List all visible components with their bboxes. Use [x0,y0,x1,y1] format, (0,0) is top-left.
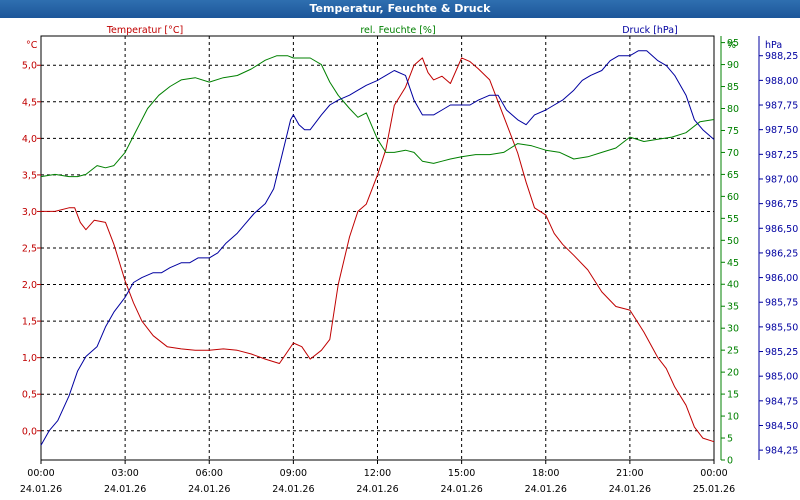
chart-title: Temperatur, Feuchte & Druck [0,0,800,18]
pressure-tick-label: 985,25 [765,347,798,358]
x-tick-date: 24.01.26 [440,484,482,495]
humidity-tick-label: 30 [727,324,739,335]
x-tick-date: 24.01.26 [272,484,314,495]
label-layer: 0,0 0,5 1,0 1,5 2,0 2,5 3,0 3,5 4,0 4,5 5,0 °C 0 5 10 1… [20,25,798,495]
x-tick-time: 18:00 [532,468,559,479]
x-tick-time: 00:00 [700,468,727,479]
x-tick-time: 06:00 [196,468,223,479]
pressure-tick-label: 986,75 [765,199,798,210]
temperature-series-label: Temperatur [°C] [106,25,183,36]
pressure-tick-label: 986,50 [765,224,798,235]
x-tick-time: 12:00 [364,468,391,479]
pressure-tick-label: 987,00 [765,174,798,185]
temp-tick-label: 4,5 [22,97,37,108]
pressure-series-label: Druck [hPa] [622,25,678,36]
humidity-tick-label: 75 [727,126,739,137]
pressure-tick-label: 985,50 [765,322,798,333]
humidity-tick-label: 45 [727,258,739,269]
pressure-tick-label: 984,50 [765,421,798,432]
pressure-tick-label: 986,25 [765,248,798,259]
humidity-tick-label: 10 [727,412,739,423]
temp-tick-label: 2,0 [22,280,37,291]
x-tick-date: 24.01.26 [609,484,651,495]
humidity-tick-label: 85 [727,82,739,93]
series-line-hum [40,55,715,178]
temp-tick-label: 3,0 [22,207,37,218]
humidity-tick-label: 60 [727,192,739,203]
humidity-tick-label: 15 [727,390,739,401]
x-tick-date: 25.01.26 [693,484,735,495]
temp-tick-label: 2,5 [22,244,37,255]
x-tick-date: 24.01.26 [356,484,398,495]
temp-tick-label: 0,5 [22,390,37,401]
series-layer [40,50,715,446]
series-line-temp [41,57,715,443]
humidity-series-label: rel. Feuchte [%] [360,25,435,36]
humidity-tick-label: 20 [727,368,739,379]
temp-tick-label: 0,0 [22,426,37,437]
temp-tick-label: 1,0 [22,353,37,364]
humidity-tick-label: 0 [727,456,733,467]
temp-tick-label: 1,5 [22,317,37,328]
x-tick-date: 24.01.26 [20,484,62,495]
pressure-tick-label: 988,25 [765,51,798,62]
pressure-axis-unit: hPa [765,40,782,51]
x-tick-date: 24.01.26 [188,484,230,495]
humidity-tick-label: 80 [727,104,739,115]
x-tick-time: 15:00 [448,468,475,479]
humidity-axis-unit: % [727,40,736,51]
x-tick-date: 24.01.26 [104,484,146,495]
pressure-tick-label: 987,75 [765,101,798,112]
humidity-tick-label: 25 [727,346,739,357]
temp-axis-unit: °C [26,40,38,51]
humidity-tick-label: 90 [727,60,739,71]
pressure-tick-label: 987,50 [765,125,798,136]
humidity-tick-label: 95 [727,38,739,49]
pressure-tick-label: 985,00 [765,372,798,383]
humidity-tick-label: 55 [727,214,739,225]
pressure-tick-label: 985,75 [765,298,798,309]
humidity-tick-label: 50 [727,236,739,247]
humidity-tick-label: 35 [727,302,739,313]
pressure-tick-label: 986,00 [765,273,798,284]
humidity-tick-label: 40 [727,280,739,291]
pressure-tick-label: 988,00 [765,76,798,87]
pressure-tick-label: 984,75 [765,396,798,407]
humidity-tick-label: 65 [727,170,739,181]
x-tick-time: 21:00 [616,468,643,479]
pressure-tick-label: 984,25 [765,446,798,457]
temp-tick-label: 5,0 [22,61,37,72]
x-tick-time: 00:00 [27,468,54,479]
temp-tick-label: 4,0 [22,134,37,145]
x-tick-time: 09:00 [280,468,307,479]
humidity-tick-label: 70 [727,148,739,159]
x-tick-date: 24.01.26 [525,484,567,495]
grid-layer [40,36,715,460]
axis-layer [37,35,763,464]
series-line-press [40,50,715,446]
x-tick-time: 03:00 [111,468,138,479]
pressure-tick-label: 987,25 [765,150,798,161]
temp-tick-label: 3,5 [22,170,37,181]
humidity-tick-label: 5 [727,434,733,445]
